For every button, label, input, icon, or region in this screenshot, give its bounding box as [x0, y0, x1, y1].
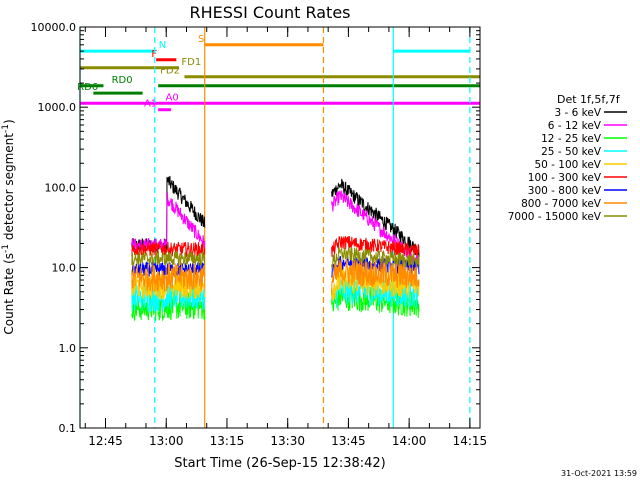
- chart-title: RHESSI Count Rates: [190, 3, 351, 22]
- y-axis-label: Count Rate (s-1 detector segment-1): [1, 119, 16, 334]
- legend-title: Det 1f,5f,7f: [557, 93, 621, 106]
- x-tick-label-1: 13:00: [149, 434, 184, 448]
- legend-label-4: 50 - 100 keV: [534, 159, 601, 171]
- legend-label-3: 25 - 50 keV: [541, 146, 602, 158]
- x-tick-label-2: 13:15: [210, 434, 245, 448]
- y-tick-label-4: 1.0: [59, 342, 77, 355]
- segment-label-10: A1: [144, 99, 157, 110]
- legend-label-7: 800 - 7000 keV: [521, 198, 602, 210]
- series-line-8: [131, 245, 420, 270]
- y-tick-label-0: 10000.0: [31, 21, 77, 34]
- plot-frame: [79, 26, 481, 429]
- legend-label-0: 3 - 6 keV: [554, 107, 601, 119]
- y-tick-label-1: 1000.0: [38, 101, 77, 114]
- y-tick-label-3: 10.0: [52, 262, 77, 275]
- legend-label-6: 300 - 800 keV: [528, 185, 602, 197]
- x-tick-label-3: 13:30: [270, 434, 305, 448]
- segment-label-3: FD1: [181, 57, 201, 68]
- x-tick-label-6: 14:15: [453, 434, 488, 448]
- series-lines: [131, 175, 420, 321]
- legend-label-5: 100 - 300 keV: [528, 172, 602, 184]
- segment-label-9: A0: [166, 92, 179, 103]
- legend-label-8: 7000 - 15000 keV: [508, 211, 602, 223]
- y-tick-label-5: 0.1: [59, 422, 77, 435]
- segment-label-4: FD2: [160, 66, 180, 77]
- x-tick-label-0: 12:45: [88, 434, 123, 448]
- segment-label-2: F: [151, 49, 157, 60]
- segment-label-5: S: [198, 34, 204, 45]
- legend-label-2: 12 - 25 keV: [541, 133, 602, 145]
- legend-label-1: 6 - 12 keV: [548, 120, 602, 132]
- segment-label-0: N: [159, 40, 166, 51]
- x-axis-label: Start Time (26-Sep-15 12:38:42): [174, 456, 385, 471]
- x-tick-label-5: 14:00: [392, 434, 427, 448]
- x-axis: 12:45 13:00 13:15 13:30 13:45 14:00 14:15: [84, 27, 488, 448]
- timestamp: 31-Oct-2021 13:59: [561, 469, 637, 478]
- series-line-1: [131, 190, 420, 267]
- y-axis: 10000.0 1000.0 100.0 10.0 1.0 0.1: [31, 21, 480, 435]
- segment-label-8: RD6: [77, 82, 98, 93]
- y-tick-label-2: 100.0: [45, 181, 77, 194]
- x-tick-label-4: 13:45: [331, 434, 366, 448]
- segment-label-6: RD0: [112, 75, 133, 86]
